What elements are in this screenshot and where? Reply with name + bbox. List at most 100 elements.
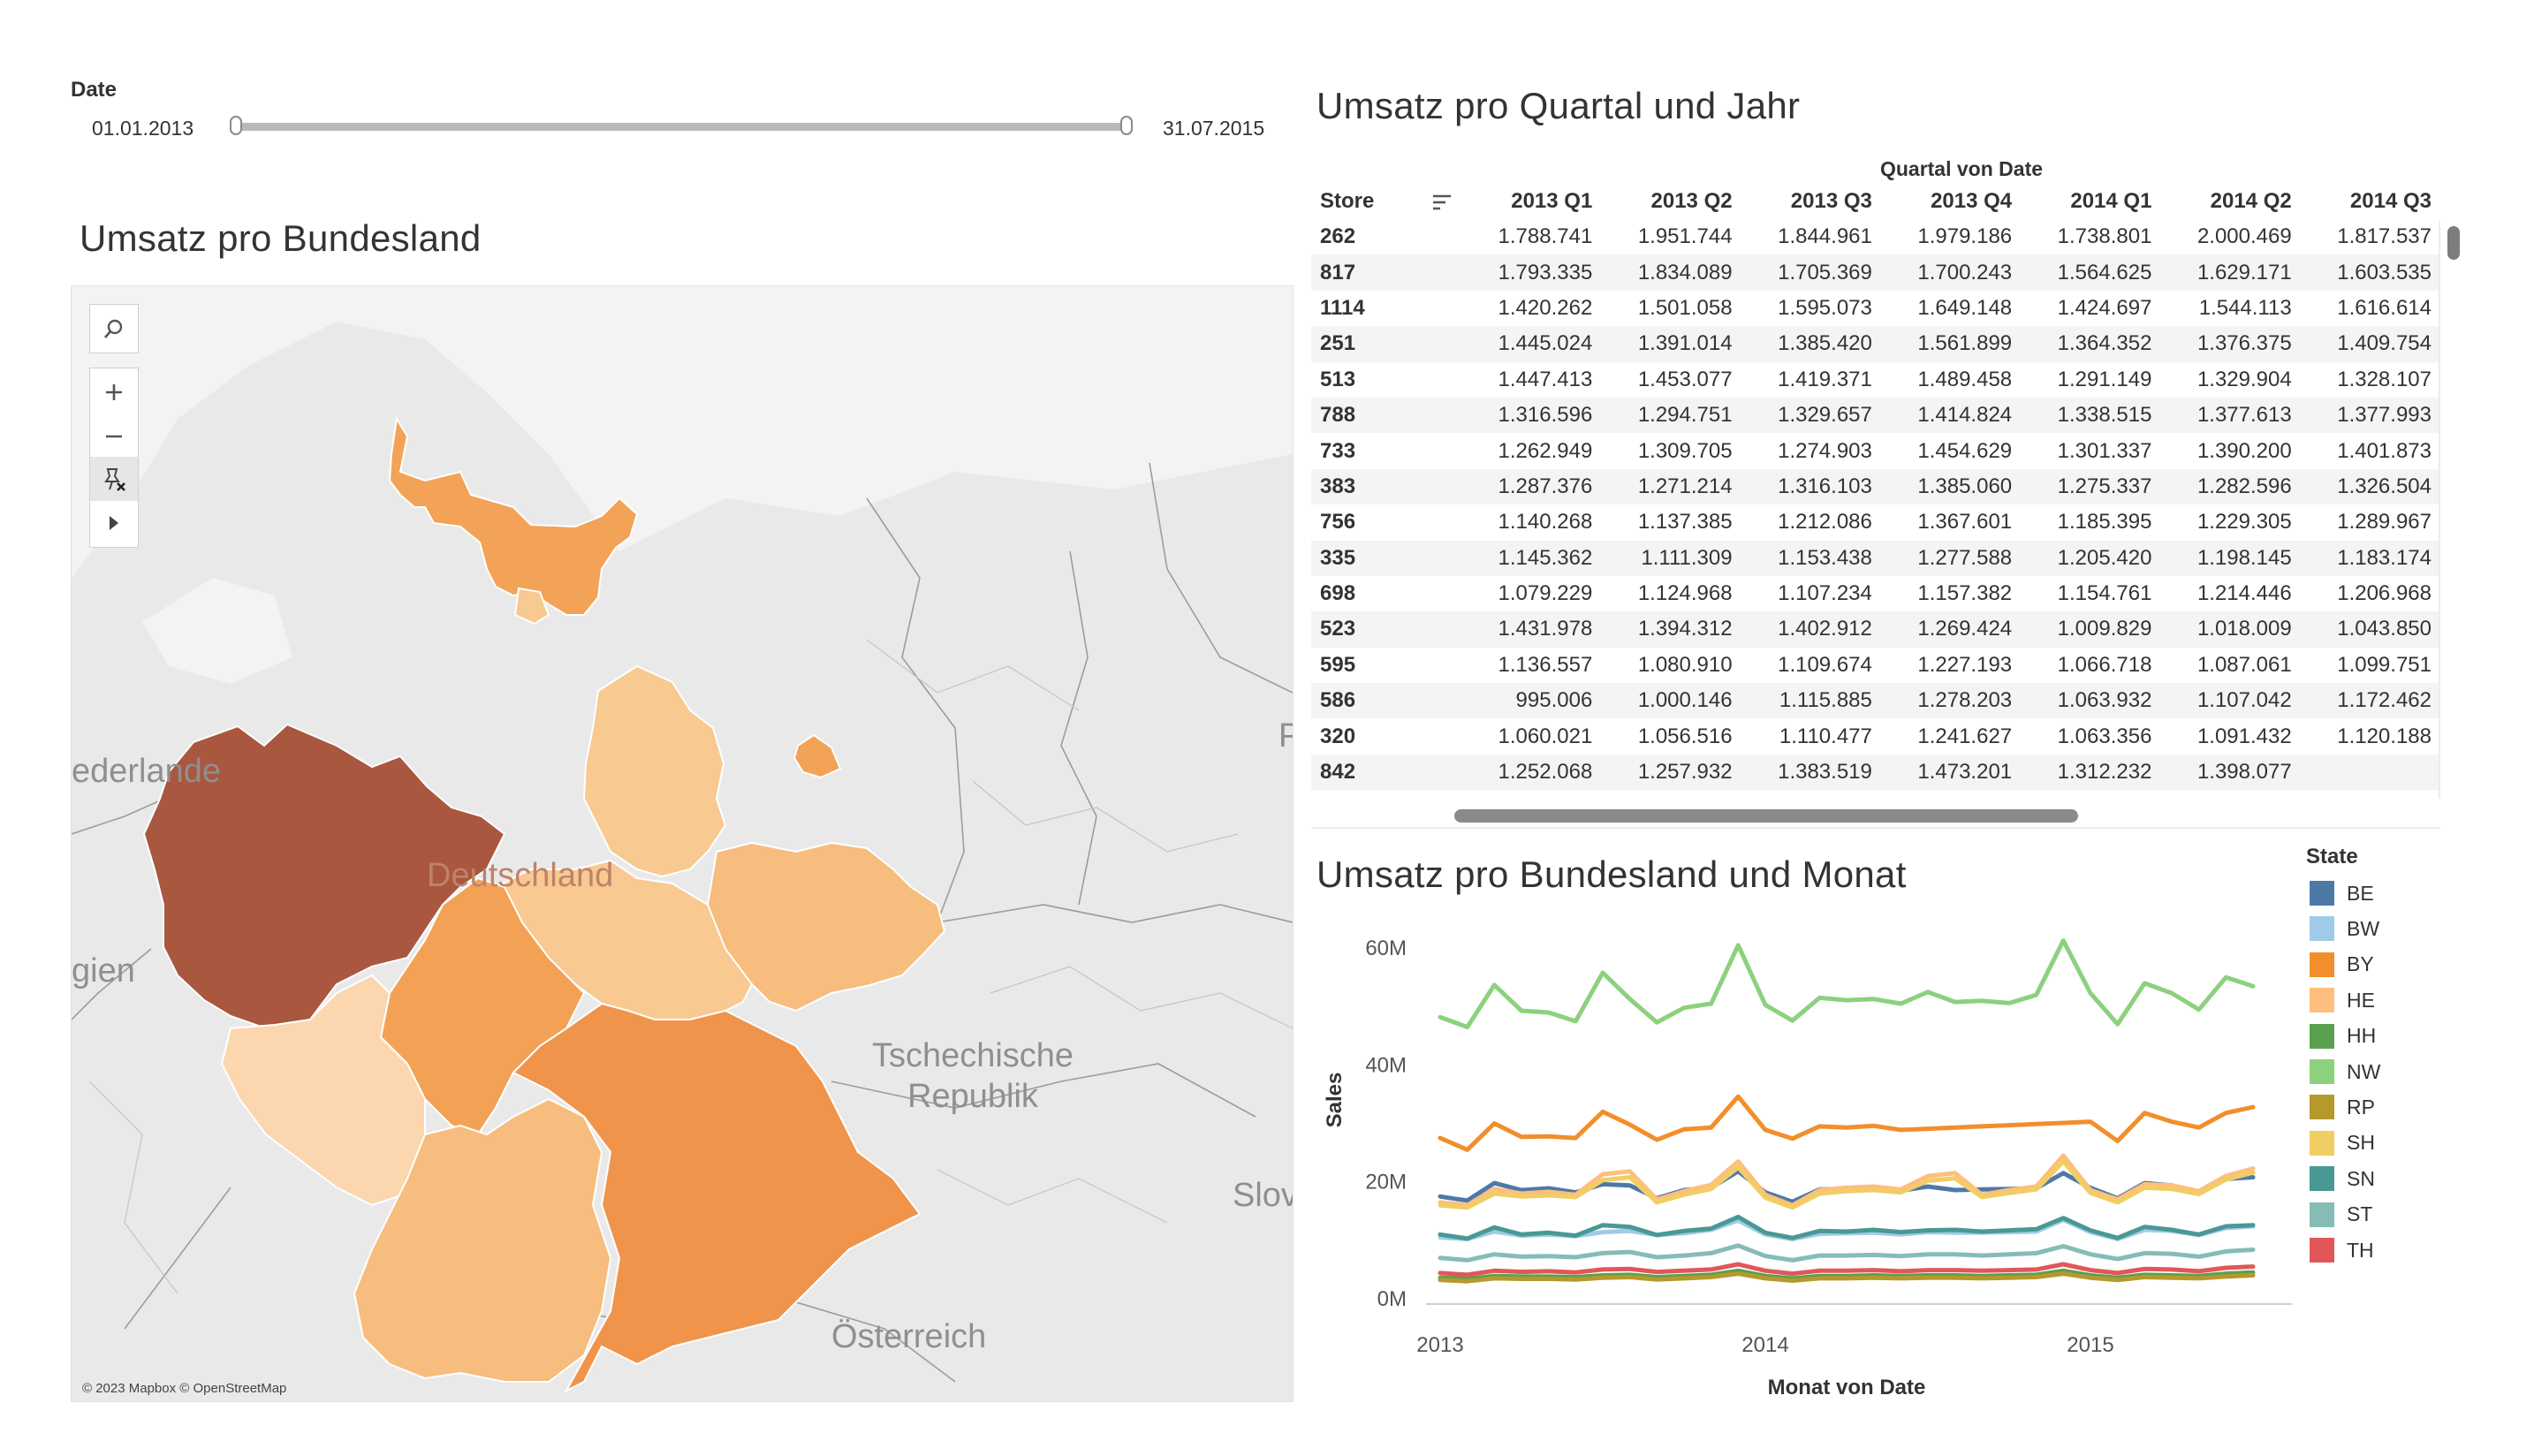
sales-cell[interactable]: 1.257.932 [1601,754,1741,791]
sales-cell[interactable]: 1.183.174 [2300,540,2440,576]
sales-cell[interactable]: 1.424.697 [2057,295,2152,320]
sales-cell[interactable]: 1.788.741 [1498,224,1593,249]
store-cell[interactable]: 262 [1320,224,1356,249]
store-cell[interactable]: 320 [1320,724,1356,748]
sales-cell[interactable]: 1.282.596 [2160,468,2301,505]
sales-cell[interactable]: 1.291.149 [2057,367,2152,391]
sales-cell[interactable]: 1.377.993 [2300,397,2440,434]
store-cell[interactable]: 595 [1320,652,1356,677]
sales-cell[interactable]: 1.227.193 [1917,652,2013,677]
sales-cell[interactable]: 1.738.801 [2057,224,2152,249]
sales-cell[interactable]: 1.115.885 [1741,683,1881,719]
sales-cell[interactable]: 1.453.077 [1637,367,1733,391]
sales-cell[interactable]: 1.544.113 [2198,295,2292,320]
sales-cell[interactable]: 1.364.352 [2021,326,2161,362]
sales-cell[interactable]: 1.328.107 [2337,367,2432,391]
sales-cell[interactable]: 1.137.385 [1637,510,1733,535]
sales-cell[interactable]: 1.087.061 [2196,652,2292,677]
store-cell[interactable]: 513 [1320,367,1356,391]
sales-cell[interactable]: 1.377.613 [2160,397,2301,434]
sales-cell[interactable]: 1.136.557 [1498,652,1593,677]
sales-cell[interactable]: 1.091.432 [2196,724,2292,748]
sales-cell[interactable]: 1.312.232 [2021,754,2161,791]
column-header[interactable]: 2014 Q1 [2070,189,2152,213]
sales-cell[interactable]: 1.301.337 [2057,438,2152,463]
zoom-out-icon[interactable] [90,414,138,459]
sales-cell[interactable]: 1.269.424 [1880,611,2022,648]
sales-cell[interactable]: 1.214.446 [2196,581,2292,606]
legend-item-hh[interactable]: HH [2310,1023,2376,1050]
table-row[interactable]: 733 1.262.949 1.309.705 1.274.903 1.454.629 1… [1311,433,2440,468]
zoom-in-icon[interactable] [90,370,138,414]
sales-cell[interactable]: 1.817.537 [2337,224,2432,249]
sales-cell[interactable]: 1.595.073 [1778,295,1872,320]
sales-cell[interactable]: 1.140.268 [1498,510,1593,535]
series-line-sn[interactable] [1438,1214,2256,1241]
sales-cell[interactable]: 1.066.718 [2057,652,2152,677]
reset-pin-icon[interactable] [90,457,138,501]
sales-cell[interactable]: 1.063.356 [2057,724,2152,748]
sales-cell[interactable]: 1.409.754 [2300,326,2440,362]
column-header[interactable]: 2013 Q1 [1511,189,1593,213]
legend-item-rp[interactable]: RP [2310,1094,2375,1120]
sales-cell[interactable]: 1.979.186 [1917,224,2013,249]
sales-cell[interactable]: 1.454.629 [1917,438,2013,463]
sales-cell[interactable]: 1.252.068 [1461,754,1602,791]
column-header[interactable]: 2014 Q3 [2349,189,2432,213]
map-search-control[interactable] [89,304,139,353]
sales-cell[interactable]: 1.275.337 [2021,468,2161,505]
sales-cell[interactable]: 1.649.148 [1917,295,2013,320]
sales-cell[interactable]: 1.206.968 [2337,581,2432,606]
germany-map[interactable]: ederlande gien Deutschland Tschechische … [71,285,1294,1402]
sales-cell[interactable]: 1.390.200 [2196,438,2292,463]
sales-cell[interactable]: 1.111.309 [1601,540,1741,576]
sales-cell[interactable]: 1.951.744 [1637,224,1733,249]
legend-item-sh[interactable]: SH [2310,1130,2375,1156]
date-end-handle[interactable] [1120,116,1133,135]
store-cell[interactable]: 1114 [1320,295,1365,320]
sales-cell[interactable]: 1.564.625 [2021,254,2161,291]
series-line-by[interactable] [1438,1094,2256,1152]
sales-cell[interactable]: 1.603.535 [2300,254,2440,291]
sales-cell[interactable] [2300,754,2440,791]
legend-item-nw[interactable]: NW [2310,1058,2380,1085]
store-cell[interactable]: 586 [1311,683,1462,719]
table-row[interactable]: 251 1.445.024 1.391.014 1.385.420 1.561.899 1… [1311,326,2440,362]
table-vertical-scroll-thumb[interactable] [2447,226,2460,260]
sales-cell[interactable]: 1.294.751 [1601,397,1741,434]
sales-cell[interactable]: 1.420.262 [1498,295,1593,320]
sales-cell[interactable]: 1.278.203 [1880,683,2022,719]
sales-cell[interactable]: 1.079.229 [1498,581,1593,606]
sales-cell[interactable]: 1.241.627 [1917,724,2013,748]
sales-cell[interactable]: 1.445.024 [1461,326,1602,362]
table-row[interactable]: 756 1.140.268 1.137.385 1.212.086 1.367.601 1… [1311,504,2440,540]
sales-cell[interactable]: 1.063.932 [2021,683,2161,719]
sales-cell[interactable]: 1.402.912 [1741,611,1881,648]
sales-cell[interactable]: 1.120.188 [2337,724,2432,748]
legend-item-th[interactable]: TH [2310,1237,2374,1263]
sales-cell[interactable]: 1.107.042 [2160,683,2301,719]
sales-cell[interactable]: 1.043.850 [2300,611,2440,648]
sales-cell[interactable]: 1.271.214 [1601,468,1741,505]
sales-cell[interactable]: 1.431.978 [1461,611,1602,648]
expand-arrow-icon[interactable] [90,501,138,545]
table-row[interactable]: 513 1.447.413 1.453.077 1.419.371 1.489.458 1… [1311,362,2440,398]
sales-cell[interactable]: 1.009.829 [2021,611,2161,648]
sales-cell[interactable]: 1.447.413 [1498,367,1593,391]
column-header[interactable]: 2013 Q3 [1790,189,1872,213]
table-row[interactable]: 595 1.136.557 1.080.910 1.109.674 1.227.193 1… [1311,648,2440,683]
column-header[interactable]: 2013 Q4 [1931,189,2013,213]
sales-cell[interactable]: 1.157.382 [1917,581,2013,606]
sales-cell[interactable]: 1.414.824 [1880,397,2022,434]
sales-cell[interactable]: 1.110.477 [1779,724,1872,748]
legend-item-he[interactable]: HE [2310,987,2375,1013]
sales-cell[interactable]: 1.099.751 [2337,652,2432,677]
sales-cell[interactable]: 2.000.469 [2196,224,2292,249]
sales-cell[interactable]: 1.056.516 [1637,724,1733,748]
sales-table[interactable]: Store 2013 Q1 2013 Q2 2013 Q3 2013 Q4 20… [1311,184,2440,795]
series-line-th[interactable] [1438,1262,2256,1278]
sales-cell[interactable]: 1.705.369 [1741,254,1881,291]
table-row[interactable]: 1114 1.420.262 1.501.058 1.595.073 1.649.148… [1311,291,2440,326]
sales-cell[interactable]: 1.316.103 [1741,468,1881,505]
sales-cell[interactable]: 1.229.305 [2196,510,2292,535]
